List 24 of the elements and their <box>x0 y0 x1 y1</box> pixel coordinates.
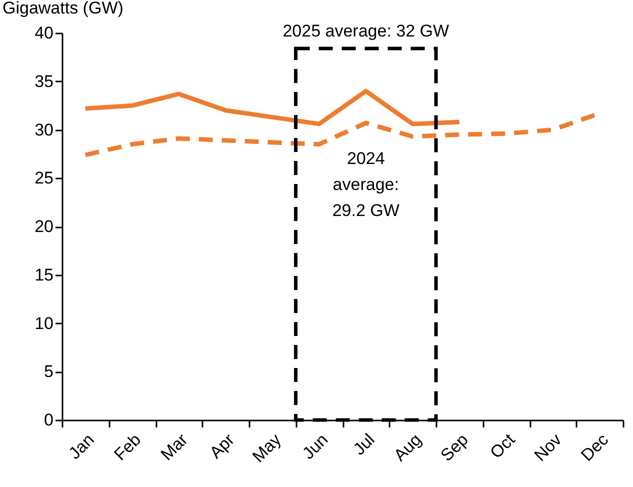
x-tick-label: Sep <box>437 430 472 465</box>
y-tick-label: 20 <box>34 217 54 236</box>
x-tick-label: Apr <box>206 430 238 462</box>
y-tick-label: 5 <box>44 362 54 382</box>
x-tick-label: Jan <box>65 430 98 463</box>
y-tick-label: 40 <box>34 24 54 42</box>
y-tick-label: 30 <box>34 120 54 140</box>
y-tick-label: 0 <box>44 410 54 430</box>
annotation: 2025 average: 32 GW <box>282 21 450 40</box>
x-tick-label: May <box>248 430 286 466</box>
annotation: 2024 average: 29.2 GW <box>332 149 400 220</box>
y-tick-label: 15 <box>34 265 54 284</box>
x-tick-label: Feb <box>110 430 145 464</box>
y-tick-label: 10 <box>34 314 54 333</box>
y-axis-title: Gigawatts (GW) <box>2 0 124 18</box>
x-tick-label: Jul <box>350 430 378 459</box>
y-tick-label: 35 <box>34 72 54 91</box>
x-tick-label: Mar <box>157 430 192 464</box>
x-tick-label: Oct <box>486 430 519 462</box>
x-tick-label: Jun <box>298 430 332 463</box>
x-tick-label: Dec <box>577 430 612 465</box>
x-tick-label: Nov <box>530 430 566 465</box>
y-tick-label: 25 <box>34 168 54 188</box>
x-tick-label: Aug <box>390 430 426 465</box>
